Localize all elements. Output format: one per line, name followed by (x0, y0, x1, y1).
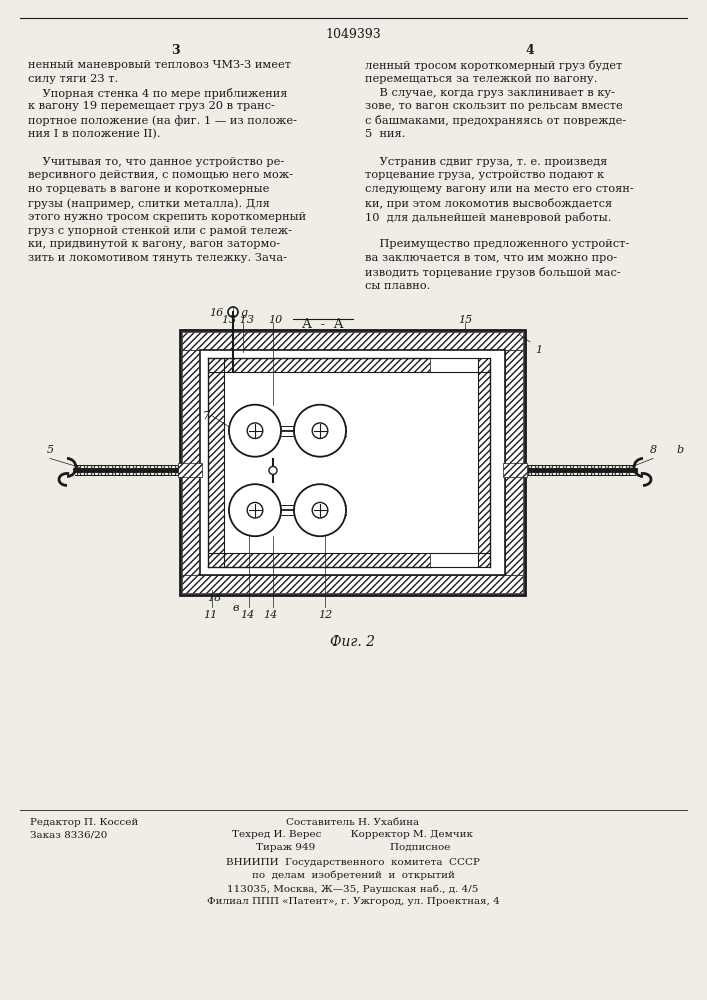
Text: по  делам  изобретений  и  открытий: по делам изобретений и открытий (252, 871, 455, 880)
Text: Тираж 949                       Подписное: Тираж 949 Подписное (256, 843, 450, 852)
Text: силу тяги 23 т.: силу тяги 23 т. (28, 74, 118, 84)
Text: зове, то вагон скользит по рельсам вместе: зове, то вагон скользит по рельсам вмест… (365, 101, 623, 111)
Text: ния I в положение II).: ния I в положение II). (28, 129, 160, 139)
Bar (182, 575, 523, 593)
Text: 8: 8 (650, 445, 657, 455)
Text: g: g (241, 308, 248, 318)
Text: 7: 7 (203, 411, 210, 421)
Text: с башмаками, предохраняясь от поврежде-: с башмаками, предохраняясь от поврежде- (365, 115, 626, 126)
Circle shape (229, 405, 281, 457)
Text: 5  ния.: 5 ния. (365, 129, 406, 139)
Text: b: b (677, 445, 684, 455)
Text: А  -  А: А - А (302, 318, 344, 331)
Text: груз с упорной стенкой или с рамой тележ-: груз с упорной стенкой или с рамой тележ… (28, 226, 292, 236)
Text: 1049393: 1049393 (325, 28, 381, 41)
Text: 5: 5 (47, 445, 54, 455)
Bar (208, 358, 224, 567)
Circle shape (294, 405, 346, 457)
Text: ки, при этом локомотив высвобождается: ки, при этом локомотив высвобождается (365, 198, 612, 209)
Text: но торцевать в вагоне и короткомерные: но торцевать в вагоне и короткомерные (28, 184, 269, 194)
Text: 3: 3 (170, 44, 180, 57)
Bar (182, 332, 523, 350)
Bar (505, 350, 523, 575)
Bar (180, 330, 525, 595)
Circle shape (229, 484, 281, 536)
Bar (178, 463, 202, 477)
Circle shape (312, 423, 328, 438)
Bar (208, 553, 430, 567)
Text: Учитывая то, что данное устройство ре-: Учитывая то, что данное устройство ре- (28, 157, 284, 167)
Bar (503, 463, 527, 477)
Text: 16: 16 (209, 308, 223, 318)
Text: этого нужно тросом скрепить короткомерный: этого нужно тросом скрепить короткомерны… (28, 212, 306, 222)
Circle shape (312, 502, 328, 518)
Text: Упорная стенка 4 по мере приближения: Упорная стенка 4 по мере приближения (28, 88, 288, 99)
Text: ленный тросом короткомерный груз будет: ленный тросом короткомерный груз будет (365, 60, 622, 71)
Text: 13 13: 13 13 (222, 315, 254, 325)
Bar (200, 350, 505, 575)
Text: 14: 14 (263, 610, 277, 620)
Text: 14: 14 (240, 610, 254, 620)
Text: в: в (233, 603, 240, 613)
Text: к вагону 19 перемещает груз 20 в транс-: к вагону 19 перемещает груз 20 в транс- (28, 101, 275, 111)
Text: Филиал ППП «Патент», г. Ужгород, ул. Проектная, 4: Филиал ППП «Патент», г. Ужгород, ул. Про… (206, 897, 499, 906)
Text: сы плавно.: сы плавно. (365, 281, 431, 291)
Text: торцевание груза, устройство подают к: торцевание груза, устройство подают к (365, 170, 604, 180)
Text: зить и локомотивом тянуть тележку. Зача-: зить и локомотивом тянуть тележку. Зача- (28, 253, 287, 263)
Text: 4: 4 (525, 44, 534, 57)
Text: изводить торцевание грузов большой мас-: изводить торцевание грузов большой мас- (365, 267, 621, 278)
Text: Редактор П. Коссей: Редактор П. Коссей (30, 818, 139, 827)
Text: Составитель Н. Ухабина: Составитель Н. Ухабина (286, 818, 419, 827)
Text: портное положение (на фиг. 1 — из положе-: портное положение (на фиг. 1 — из положе… (28, 115, 297, 126)
Text: ки, придвинутой к вагону, вагон затормо-: ки, придвинутой к вагону, вагон затормо- (28, 239, 280, 249)
Circle shape (294, 484, 346, 536)
Bar (182, 350, 200, 575)
Circle shape (269, 466, 277, 474)
Text: В случае, когда груз заклинивает в ку-: В случае, когда груз заклинивает в ку- (365, 88, 615, 98)
Text: 10  для дальнейшей маневровой работы.: 10 для дальнейшей маневровой работы. (365, 212, 612, 223)
Text: ненный маневровый тепловоз ЧМЗ-3 имеет: ненный маневровый тепловоз ЧМЗ-3 имеет (28, 60, 291, 70)
Text: 10: 10 (268, 315, 282, 325)
Bar (478, 358, 490, 567)
Text: Преимущество предложенного устройст-: Преимущество предложенного устройст- (365, 239, 629, 249)
Text: ва заключается в том, что им можно про-: ва заключается в том, что им можно про- (365, 253, 617, 263)
Text: следующему вагону или на место его стоян-: следующему вагону или на место его стоян… (365, 184, 633, 194)
Text: 15: 15 (458, 315, 472, 325)
Text: грузы (например, слитки металла). Для: грузы (например, слитки металла). Для (28, 198, 270, 209)
Text: Техред И. Верес         Корректор М. Демчик: Техред И. Верес Корректор М. Демчик (233, 830, 474, 839)
Text: ВНИИПИ  Государственного  комитета  СССР: ВНИИПИ Государственного комитета СССР (226, 858, 480, 867)
Bar (208, 358, 430, 372)
Text: Фиг. 2: Фиг. 2 (330, 635, 375, 649)
Text: 11: 11 (203, 610, 217, 620)
Text: 113035, Москва, Ж—35, Раушская наб., д. 4/5: 113035, Москва, Ж—35, Раушская наб., д. … (228, 884, 479, 894)
Text: 18: 18 (206, 593, 221, 603)
Text: версивного действия, с помощью него мож-: версивного действия, с помощью него мож- (28, 170, 293, 180)
Text: Устранив сдвиг груза, т. е. произведя: Устранив сдвиг груза, т. е. произведя (365, 157, 607, 167)
Text: перемещаться за тележкой по вагону.: перемещаться за тележкой по вагону. (365, 74, 597, 84)
Text: Заказ 8336/20: Заказ 8336/20 (30, 830, 107, 839)
Circle shape (247, 502, 263, 518)
Text: 1: 1 (535, 345, 542, 355)
Circle shape (228, 307, 238, 317)
Circle shape (247, 423, 263, 438)
Text: 12: 12 (318, 610, 332, 620)
